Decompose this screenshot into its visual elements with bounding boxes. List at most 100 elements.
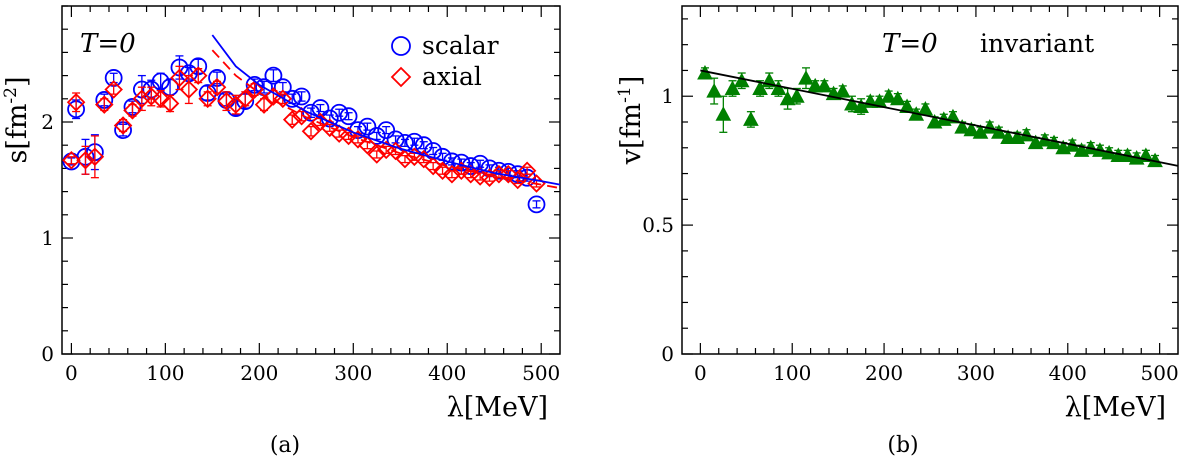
data-point-invariant [890,90,906,106]
data-point-invariant [844,95,860,111]
panel-a: 0 100 200 300 400 500 0 1 2 T=0 scalar axial λ[M… [1,5,561,458]
x-tick-label: 500 [522,361,560,385]
data-point-invariant [798,70,814,85]
data-point-invariant [706,83,722,98]
panel-b-caption: (b) [887,433,918,458]
panel-a-ylabel: s[fm-2] [1,76,33,163]
data-point-invariant [963,121,980,137]
data-point-invariant [816,77,833,93]
x-tick-label: 100 [773,361,811,385]
data-point-scalar [414,136,433,155]
data-point-axial [254,95,274,114]
x-tick-label: 400 [1049,361,1087,385]
data-point-axial [85,147,105,167]
data-point-axial [104,80,123,99]
data-point-scalar [499,162,518,181]
x-tick-label: 200 [865,361,903,385]
data-point-axial [132,89,152,109]
x-tick-label: 300 [334,361,372,385]
y-tick-label: 0 [661,342,674,366]
y-tick-label: 0 [41,342,54,366]
data-point-axial [95,95,114,114]
legend-marker-scalar [391,36,411,56]
data-point-scalar [527,195,546,214]
data-point-scalar [292,87,311,106]
data-point-invariant [770,80,787,95]
data-point-axial [217,91,236,111]
panel-a-frame [61,5,561,355]
legend-marker-axial [390,66,412,88]
x-tick-label: 0 [694,361,707,385]
legend-label-axial: axial [422,62,482,91]
data-point-axial [367,145,387,164]
data-point-invariant [954,119,970,134]
data-point-axial [282,110,302,129]
x-tick-label: 400 [428,361,466,385]
y-tick-label: 2 [41,110,54,134]
data-point-scalar [471,154,490,173]
x-tick-label: 0 [65,361,78,385]
y-tick-label: 0.5 [642,213,674,237]
panel-b: 0 100 200 300 400 500 0 0.5 1 T=0 invariant λ[Me… [615,5,1179,458]
panel-a-legend: scalar axial [390,31,499,91]
data-point-scalar [311,99,330,117]
data-point-axial [292,106,311,126]
data-point-scalar [302,103,320,122]
data-point-axial [245,80,264,99]
panel-b-annotation-label: invariant [980,29,1094,58]
data-point-axial [235,89,255,109]
panel-a-caption: (a) [270,433,300,458]
data-point-axial [151,89,170,109]
data-point-invariant [752,80,768,95]
data-point-axial [179,80,199,99]
panel-b-ylabel: v[fm-1] [615,76,647,166]
panel-b-xlabel: λ[MeV] [1065,392,1166,423]
panel-a-annotation: T=0 [80,29,136,59]
data-point-axial [76,151,95,170]
data-point-invariant [715,106,732,121]
data-point-scalar [358,117,377,136]
panel-a-xlabel: λ[MeV] [447,392,548,423]
data-point-invariant [834,83,851,98]
data-point-invariant [917,101,934,116]
data-point-invariant [880,88,897,103]
x-tick-label: 300 [957,361,995,385]
data-point-axial [358,135,377,155]
x-tick-label: 200 [240,361,278,385]
series-line-scalar-fit [211,34,561,186]
data-point-invariant [788,88,805,103]
panel-b-annotation: T=0 [882,29,938,59]
data-point-scalar [264,66,283,85]
data-point-scalar [367,127,386,145]
panel-b-frame [681,5,1179,355]
data-point-axial [62,151,81,170]
series-line-linear-fit [700,69,1179,167]
data-point-axial [207,77,227,97]
data-point-axial [198,89,217,109]
data-point-axial [123,101,142,120]
panel-b-plot: 0 100 200 300 400 500 0 0.5 1 [642,6,1179,385]
panel-a-plot: 0 100 200 300 400 500 0 1 2 [41,5,561,385]
data-point-scalar [339,107,358,126]
data-point-scalar [377,121,396,140]
data-point-invariant [724,80,741,95]
data-point-scalar [151,72,170,91]
x-tick-label: 500 [1141,361,1179,385]
legend-label-scalar: scalar [422,31,499,60]
data-point-axial [301,122,321,141]
y-tick-label: 1 [41,226,54,250]
data-point-axial [66,93,86,112]
data-point-invariant [991,124,1007,139]
x-tick-label: 100 [146,361,184,385]
data-point-axial [170,68,189,88]
data-point-axial [113,116,133,135]
data-point-axial [499,164,518,184]
y-tick-label: 1 [661,84,674,108]
data-point-axial [160,94,180,113]
series-line-axial-fit [211,49,561,190]
data-point-axial [442,164,462,184]
data-point-axial [188,66,208,85]
data-point-axial [433,161,452,180]
data-point-invariant [743,111,759,126]
